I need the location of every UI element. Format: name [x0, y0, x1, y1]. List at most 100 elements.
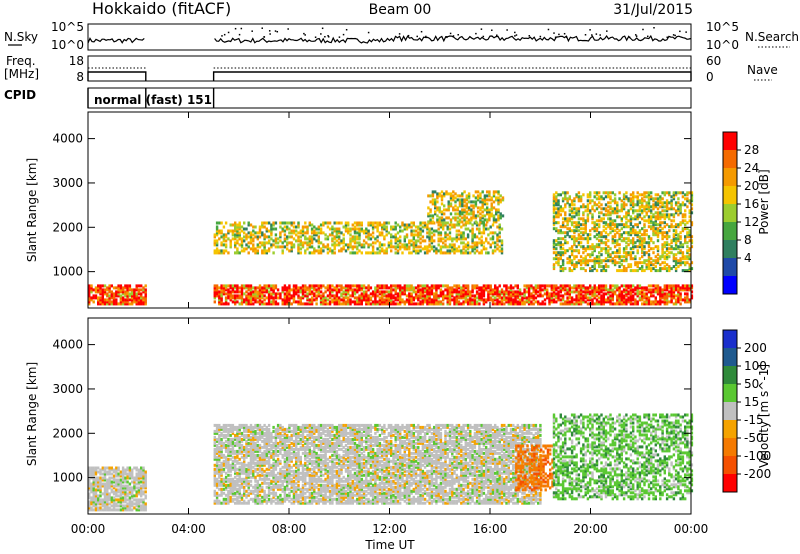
- heatmap-cell: [128, 474, 132, 478]
- heatmap-cell: [636, 191, 639, 195]
- heatmap-cell: [439, 300, 443, 304]
- heatmap-cell: [530, 292, 533, 296]
- heatmap-cell: [670, 296, 673, 300]
- heatmap-cell: [582, 284, 585, 288]
- heatmap-cell: [144, 508, 147, 512]
- heatmap-cell: [90, 296, 93, 300]
- heatmap-cell: [600, 259, 603, 263]
- heatmap-cell: [97, 496, 100, 500]
- heatmap-cell: [598, 239, 601, 243]
- heatmap-cell: [516, 284, 519, 288]
- heatmap-cell: [403, 227, 406, 231]
- heatmap-cell: [638, 298, 642, 302]
- heatmap-cell: [112, 502, 116, 506]
- heatmap-cell: [552, 201, 556, 205]
- heatmap-cell: [647, 300, 651, 304]
- heatmap-cell: [247, 223, 250, 227]
- heatmap-cell: [659, 263, 662, 267]
- heatmap-cell: [292, 243, 296, 247]
- heatmap-cell: [142, 298, 145, 302]
- heatmap-cell: [313, 237, 316, 241]
- heatmap-cell: [292, 284, 296, 288]
- heatmap-cell: [475, 296, 479, 300]
- heatmap-cell: [643, 286, 646, 290]
- heatmap-cell: [618, 233, 621, 237]
- heatmap-cell: [609, 219, 612, 223]
- heatmap-cell: [144, 288, 147, 292]
- heatmap-cell: [650, 302, 653, 306]
- heatmap-cell: [453, 300, 456, 304]
- heatmap-cell: [106, 506, 109, 510]
- heatmap-cell: [462, 247, 465, 251]
- heatmap-cell: [679, 263, 682, 267]
- heatmap-cell: [243, 249, 246, 253]
- heatmap-cell: [627, 284, 630, 288]
- heatmap-cell: [256, 235, 259, 239]
- heatmap-cell: [405, 233, 409, 237]
- heatmap-cell: [331, 300, 334, 304]
- heatmap-cell: [509, 302, 513, 306]
- heatmap-cell: [426, 302, 429, 306]
- heatmap-cell: [112, 498, 116, 502]
- heatmap-cell: [126, 474, 129, 478]
- heatmap-cell: [559, 290, 562, 294]
- heatmap-cell: [423, 290, 427, 294]
- heatmap-cell: [444, 284, 447, 288]
- heatmap-cell: [530, 302, 533, 306]
- heatmap-cell: [647, 235, 651, 239]
- heatmap-cell: [613, 201, 617, 205]
- heatmap-cell: [394, 237, 397, 241]
- heatmap-cell: [258, 286, 262, 290]
- heatmap-cell: [272, 284, 275, 288]
- heatmap-cell: [690, 207, 694, 211]
- heatmap-cell: [376, 288, 379, 292]
- heatmap-cell: [265, 221, 268, 225]
- heatmap-cell: [634, 195, 637, 199]
- heatmap-cell: [365, 290, 368, 294]
- heatmap-cell: [396, 302, 400, 306]
- heatmap-cell: [335, 227, 339, 231]
- heatmap-cell: [451, 223, 454, 227]
- heatmap-cell: [659, 255, 662, 259]
- heatmap-cell: [609, 201, 612, 205]
- noise-search-dot: [425, 35, 427, 38]
- heatmap-cell: [317, 249, 320, 253]
- heatmap-cell: [679, 235, 682, 239]
- heatmap-cell: [591, 290, 594, 294]
- heatmap-cell: [414, 249, 418, 253]
- heatmap-cell: [555, 195, 558, 199]
- heatmap-cell: [690, 284, 694, 288]
- heatmap-cell: [604, 257, 608, 261]
- heatmap-cell: [222, 239, 226, 243]
- heatmap-cell: [436, 200, 439, 204]
- heatmap-cell: [561, 253, 565, 257]
- heatmap-cell: [602, 221, 605, 225]
- heatmap-cell: [641, 197, 644, 201]
- heatmap-cell: [313, 288, 316, 292]
- heatmap-cell: [423, 247, 427, 251]
- heatmap-cell: [475, 290, 479, 294]
- heatmap-cell: [532, 290, 535, 294]
- heatmap-cell: [252, 294, 255, 298]
- heatmap-cell: [469, 245, 472, 249]
- heatmap-cell: [661, 294, 664, 298]
- heatmap-cell: [443, 208, 446, 212]
- heatmap-cell: [247, 288, 250, 292]
- heatmap-cell: [126, 502, 129, 506]
- heatmap-cell: [505, 300, 508, 304]
- heatmap-cell: [451, 243, 454, 247]
- heatmap-cell: [589, 267, 592, 271]
- heatmap-cell: [654, 255, 657, 259]
- heatmap-cell: [566, 231, 569, 235]
- heatmap-cell: [627, 263, 630, 267]
- heatmap-cell: [641, 296, 644, 300]
- heatmap-cell: [301, 290, 305, 294]
- heatmap-cell: [672, 193, 676, 197]
- heatmap-cell: [591, 259, 594, 263]
- heatmap-cell: [654, 269, 657, 273]
- heatmap-cell: [99, 300, 102, 304]
- heatmap-cell: [447, 202, 450, 206]
- heatmap-cell: [609, 191, 612, 195]
- heatmap-cell: [509, 298, 513, 302]
- heatmap-cell: [577, 300, 581, 304]
